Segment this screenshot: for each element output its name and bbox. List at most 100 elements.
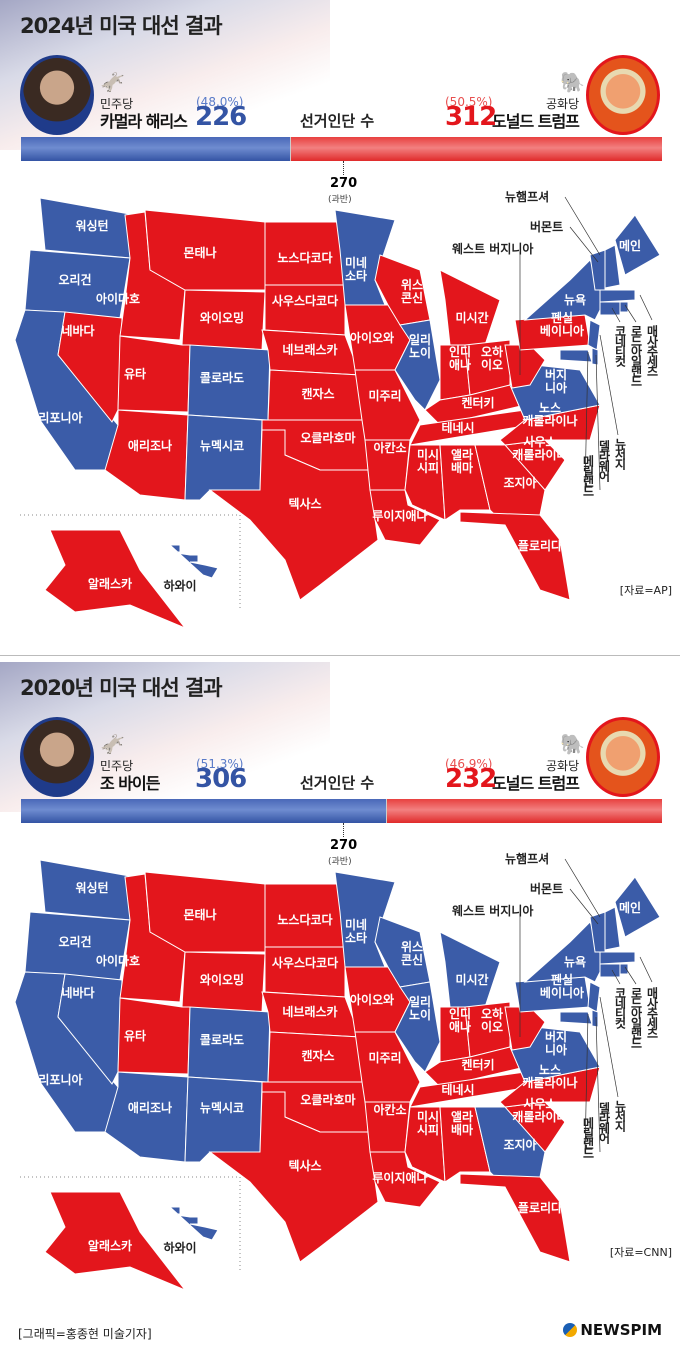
state-label-az: 애리조나	[128, 438, 172, 453]
state-label-ok: 오클라호마	[300, 1092, 355, 1107]
label-maryland: 메릴랜드	[581, 455, 595, 495]
state-fl	[459, 511, 571, 601]
state-label-wy: 와이오밍	[200, 972, 244, 987]
state-label-nm: 뉴멕시코	[200, 1100, 244, 1115]
label-massachusetts: 매사추세츠	[645, 987, 659, 1037]
election-section: 2020년 미국 대선 결과 🫏 🐘 민주당 조 바이든 (51.3%) 306…	[0, 662, 680, 1324]
state-label-ms: 미시 시피	[417, 1109, 439, 1137]
state-az	[104, 409, 189, 501]
state-label-in: 인디 애나	[449, 1006, 471, 1034]
state-mi	[439, 269, 501, 346]
state-label-or: 오리건	[58, 934, 91, 949]
callout-line	[624, 966, 637, 985]
majority-marker-line	[343, 823, 344, 837]
state-label-ne: 네브래스카	[282, 342, 337, 357]
state-la	[369, 489, 441, 546]
state-al	[439, 1106, 491, 1183]
state-mt	[144, 209, 266, 291]
state-ak	[44, 529, 187, 630]
state-label-ks: 캔자스	[301, 386, 334, 401]
dem-bar-segment	[21, 799, 386, 823]
rep-vote-pct: (46.9%)	[445, 757, 493, 771]
donkey-icon: 🫏	[100, 70, 125, 94]
state-label-co: 콜로라도	[200, 370, 244, 385]
label-vermont: 버몬트	[530, 220, 564, 234]
dem-candidate-photo	[20, 55, 94, 135]
state-label-ny: 뉴욕	[564, 954, 586, 969]
callout-line	[584, 1013, 589, 1153]
state-label-nv: 네바다	[61, 323, 94, 338]
state-me	[614, 876, 661, 938]
section-title: 2024년 미국 대선 결과	[20, 14, 223, 38]
state-ak	[44, 1191, 187, 1292]
state-ms	[404, 1106, 446, 1183]
state-de	[591, 1009, 599, 1028]
callout-line	[564, 858, 601, 918]
state-label-ky: 켄터키	[461, 1057, 494, 1072]
state-md	[559, 349, 593, 363]
state-label-mt: 몬태나	[183, 907, 216, 922]
state-nj	[587, 981, 601, 1013]
state-label-me: 메인	[619, 238, 641, 253]
state-label-oh: 오하 이오	[481, 1006, 503, 1034]
state-label-ca: 캘리포니아	[27, 1072, 82, 1087]
label-maryland: 메릴랜드	[581, 1117, 595, 1157]
state-label-wy: 와이오밍	[200, 310, 244, 325]
state-al	[439, 444, 491, 521]
callout-line	[564, 196, 601, 256]
majority-note: (과반)	[328, 195, 352, 205]
state-label-hi: 하와이	[163, 1240, 196, 1255]
state-label-mo: 미주리	[368, 1050, 401, 1065]
callout-line	[639, 294, 653, 321]
state-label-tn: 테네시	[441, 1082, 474, 1097]
state-nv	[57, 311, 123, 423]
state-label-ak: 알래스카	[88, 1238, 132, 1253]
state-label-pa: 펜실 베이니아	[540, 972, 584, 1000]
state-ri	[619, 963, 629, 975]
state-label-mt: 몬태나	[183, 245, 216, 260]
logo-icon	[563, 1323, 578, 1337]
state-label-ky: 켄터키	[461, 395, 494, 410]
rep-electoral-votes: 232	[445, 764, 497, 794]
logo-text: NEWSPIM	[580, 1321, 662, 1339]
state-tx	[208, 1091, 379, 1263]
state-label-me: 메인	[619, 900, 641, 915]
state-hi	[168, 1206, 219, 1241]
state-label-ms: 미시 시피	[417, 447, 439, 475]
state-label-oh: 오하 이오	[481, 344, 503, 372]
state-nv	[57, 973, 123, 1085]
dem-electoral-votes: 306	[195, 764, 247, 794]
data-source: [자료=AP]	[619, 584, 672, 597]
state-mi	[439, 931, 501, 1008]
elephant-icon: 🐘	[560, 732, 585, 756]
state-label-al: 앨라 배마	[451, 447, 473, 475]
state-label-ga: 조지아	[503, 475, 536, 490]
state-label-nc: 노스 캐롤라이나	[522, 1063, 577, 1090]
state-label-fl: 플로리다	[518, 1200, 562, 1215]
label-delaware: 델라웨어	[597, 1102, 611, 1142]
state-ms	[404, 444, 446, 521]
majority-value: 270	[330, 176, 358, 191]
state-nh	[604, 906, 621, 951]
graphic-credit: [그래픽=홍종현 미술기자]	[18, 1327, 152, 1341]
callout-line	[569, 226, 599, 263]
state-ma	[599, 951, 636, 965]
label-massachusetts: 매사추세츠	[645, 325, 659, 375]
elephant-icon: 🐘	[560, 70, 585, 94]
data-source: [자료=CNN]	[609, 1246, 672, 1259]
state-label-pa: 펜실 베이니아	[540, 310, 584, 338]
inset-divider	[20, 514, 241, 610]
rep-candidate-photo	[586, 55, 660, 135]
state-label-mi: 미시간	[455, 972, 488, 987]
dem-party-label: 민주당	[100, 97, 134, 111]
rep-electoral-votes: 312	[445, 102, 497, 132]
callout-line	[611, 307, 621, 323]
inset-divider	[20, 1176, 241, 1272]
election-section: 2024년 미국 대선 결과 🫏 🐘 민주당 카멀라 해리스 (48.0%) 2…	[0, 0, 680, 662]
state-label-tx: 텍사스	[288, 1158, 321, 1173]
dem-vote-pct: (48.0%)	[196, 95, 244, 109]
state-label-in: 인디 애나	[449, 344, 471, 372]
state-il	[394, 319, 441, 411]
state-il	[394, 981, 441, 1073]
